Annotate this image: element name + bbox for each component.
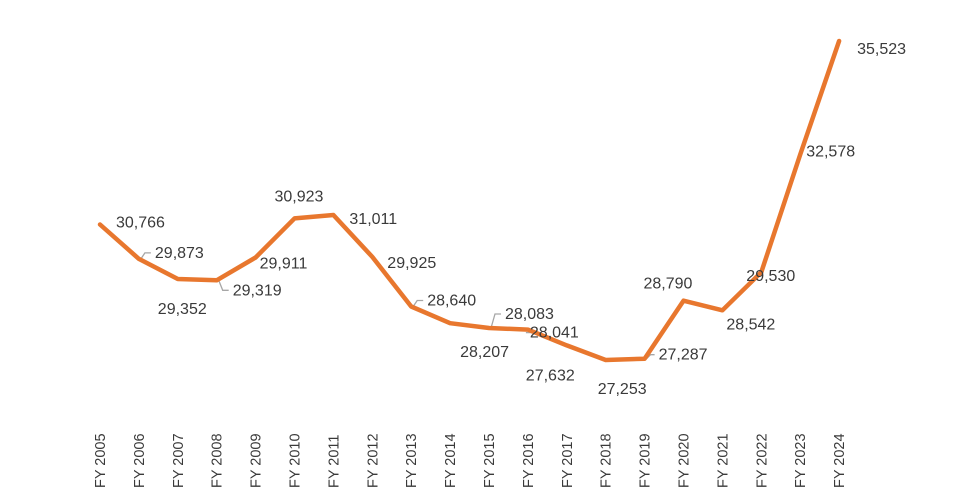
data-label: 28,790 [644, 276, 693, 293]
data-label: 30,923 [275, 188, 324, 205]
x-tick-label: FY 2014 [443, 433, 459, 488]
data-label: 28,640 [427, 293, 476, 310]
leader-line [412, 299, 424, 307]
data-label: 28,542 [726, 316, 775, 333]
data-label: 35,523 [857, 41, 906, 58]
series-line [97, 38, 842, 363]
data-label: 29,925 [387, 255, 436, 272]
x-tick-label: FY 2005 [93, 433, 109, 488]
data-label: 29,352 [158, 301, 207, 318]
x-tick-label: FY 2011 [326, 435, 342, 488]
data-label: 27,632 [526, 367, 575, 384]
data-label: 28,041 [530, 325, 579, 342]
x-tick-label: FY 2007 [171, 433, 187, 488]
x-tick-label: FY 2022 [754, 433, 770, 488]
x-tick-label: FY 2006 [132, 433, 148, 488]
x-tick-label: FY 2023 [793, 433, 809, 488]
leader-line [218, 280, 229, 291]
data-labels: 30,766 29,873 29,352 29,319 29,911 30,923 31,0… [116, 41, 906, 398]
x-tick-label: FY 2021 [715, 433, 731, 488]
data-label: 32,578 [806, 144, 855, 161]
data-label: 28,083 [505, 306, 554, 323]
leader-line [490, 313, 501, 329]
data-label: 29,911 [260, 256, 308, 273]
leader-line [140, 252, 151, 260]
data-label: 27,287 [659, 347, 708, 364]
data-label: 28,207 [460, 344, 509, 361]
x-axis-ticks: FY 2005 FY 2006 FY 2007 FY 2008 FY 2009 FY 20… [93, 433, 848, 488]
x-tick-label: FY 2008 [210, 433, 226, 488]
x-tick-label: FY 2010 [288, 433, 304, 488]
data-label: 29,873 [155, 245, 204, 262]
data-label: 29,530 [746, 268, 795, 285]
x-tick-label: FY 2015 [482, 433, 498, 488]
x-tick-label: FY 2016 [521, 433, 537, 488]
x-tick-label: FY 2024 [832, 433, 848, 488]
data-label: 27,253 [598, 381, 647, 398]
x-tick-label: FY 2018 [599, 433, 615, 488]
x-tick-label: FY 2009 [249, 433, 265, 488]
x-tick-label: FY 2019 [638, 433, 654, 488]
data-label: 31,011 [349, 211, 397, 228]
data-label: 29,319 [233, 282, 282, 299]
data-label: 30,766 [116, 215, 165, 232]
x-tick-label: FY 2012 [365, 433, 381, 488]
x-tick-label: FY 2020 [677, 433, 693, 488]
x-tick-label: FY 2013 [404, 433, 420, 488]
x-tick-label: FY 2017 [560, 433, 576, 488]
